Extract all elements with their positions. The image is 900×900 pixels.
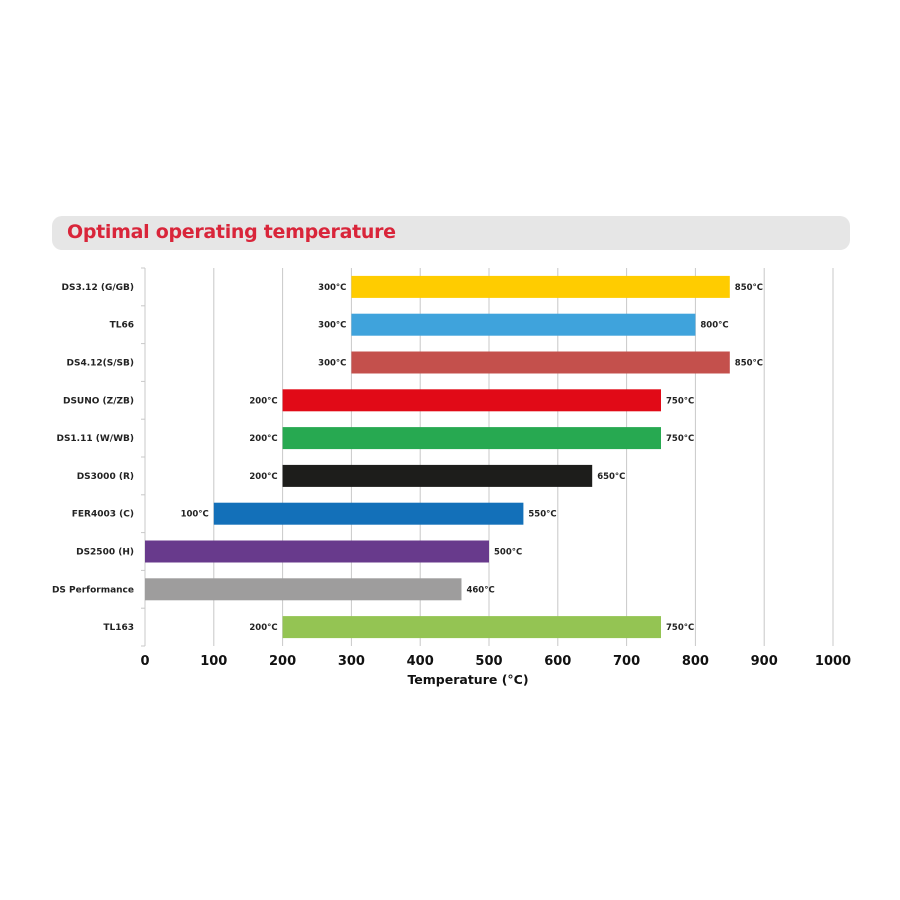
range-bar bbox=[145, 540, 489, 563]
x-tick-label: 400 bbox=[407, 654, 434, 669]
category-label: DS1.11 (W/WB) bbox=[56, 434, 134, 444]
x-tick-label: 100 bbox=[200, 654, 227, 669]
end-value-label: 850°C bbox=[735, 283, 763, 293]
x-tick-label: 500 bbox=[475, 654, 502, 669]
range-bar bbox=[282, 427, 661, 450]
end-value-label: 750°C bbox=[666, 434, 694, 444]
x-tick-label: 300 bbox=[338, 654, 365, 669]
range-bar bbox=[282, 616, 661, 639]
category-label: DS2500 (H) bbox=[76, 548, 134, 558]
end-value-label: 650°C bbox=[597, 472, 625, 482]
x-tick-label: 900 bbox=[751, 654, 778, 669]
range-bar bbox=[282, 389, 661, 412]
end-value-label: 500°C bbox=[494, 548, 522, 558]
range-bar bbox=[351, 275, 730, 298]
start-value-label: 200°C bbox=[249, 434, 277, 444]
category-label: DS3.12 (G/GB) bbox=[62, 283, 134, 293]
range-bar bbox=[351, 313, 696, 336]
category-label: DS4.12(S/SB) bbox=[67, 359, 135, 369]
category-label: TL66 bbox=[110, 321, 134, 331]
category-label: DSUNO (Z/ZB) bbox=[63, 396, 134, 406]
end-value-label: 550°C bbox=[528, 510, 556, 520]
category-label: FER4003 (C) bbox=[72, 510, 134, 520]
x-tick-label: 600 bbox=[544, 654, 571, 669]
x-tick-label: 0 bbox=[140, 654, 149, 669]
end-value-label: 750°C bbox=[666, 396, 694, 406]
category-label: TL163 bbox=[103, 623, 134, 633]
end-value-label: 800°C bbox=[700, 321, 728, 331]
start-value-label: 100°C bbox=[181, 510, 209, 520]
end-value-label: 750°C bbox=[666, 623, 694, 633]
end-value-label: 460°C bbox=[466, 585, 494, 595]
x-tick-label: 700 bbox=[613, 654, 640, 669]
start-value-label: 200°C bbox=[249, 623, 277, 633]
range-bar bbox=[213, 502, 524, 525]
chart-title: Optimal operating temperature bbox=[67, 221, 396, 243]
range-bar bbox=[351, 351, 730, 374]
chart-title-bar: Optimal operating temperature bbox=[52, 216, 850, 250]
x-axis-title: Temperature (°C) bbox=[407, 672, 528, 687]
x-tick-label: 800 bbox=[682, 654, 709, 669]
category-label: DS Performance bbox=[52, 585, 134, 595]
range-bar bbox=[282, 464, 593, 487]
start-value-label: 300°C bbox=[318, 283, 346, 293]
start-value-label: 200°C bbox=[249, 396, 277, 406]
end-value-label: 850°C bbox=[735, 359, 763, 369]
start-value-label: 300°C bbox=[318, 321, 346, 331]
range-bar bbox=[145, 578, 462, 601]
x-tick-label: 200 bbox=[269, 654, 296, 669]
start-value-label: 300°C bbox=[318, 359, 346, 369]
x-tick-label: 1000 bbox=[815, 654, 851, 669]
start-value-label: 200°C bbox=[249, 472, 277, 482]
category-label: DS3000 (R) bbox=[77, 472, 134, 482]
